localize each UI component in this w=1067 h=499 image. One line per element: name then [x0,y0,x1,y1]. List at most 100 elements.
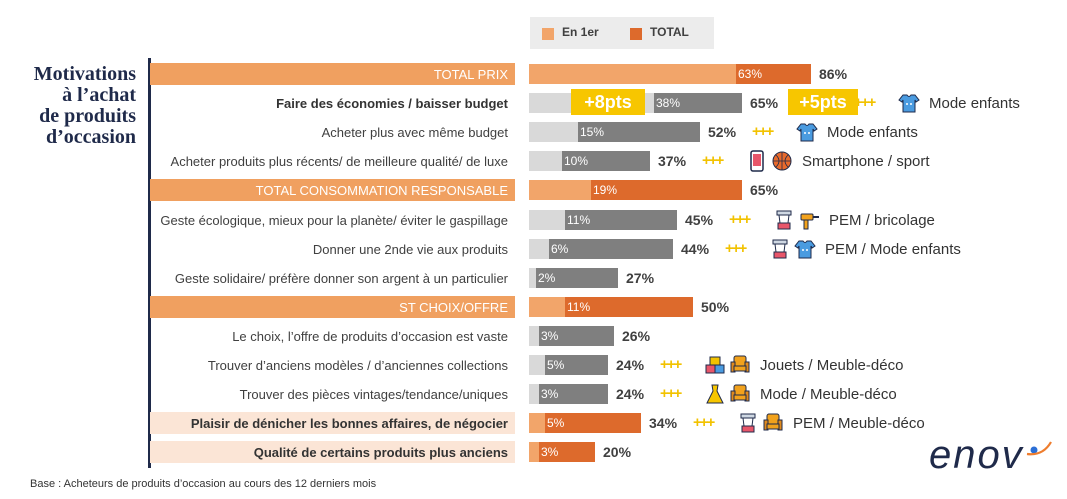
bar-first [529,122,578,142]
legend-label-first: En 1er [562,25,599,39]
bar-total [529,297,693,317]
armchair-icon [729,354,751,376]
bar-label-first: 15% [580,125,605,139]
bar-label-first: 5% [547,416,565,430]
bar-first [529,384,539,404]
title-divider [148,58,151,468]
bar-total [529,326,614,346]
title-line: d’occasion [46,126,136,148]
highlight-band [150,412,515,434]
annotation-text: PEM / bricolage [829,212,935,229]
section-header-band [150,179,515,201]
bar-label-first: 38% [656,96,681,110]
annotation-text: Jouets / Meuble-déco [760,357,904,374]
plus-signs: +++ [660,385,682,402]
legend-swatch-first [542,28,554,40]
legend: En 1er TOTAL [530,17,714,49]
bar-total [529,268,618,288]
title-line: de produits [39,105,136,127]
logo-swoosh [1026,441,1052,456]
category-label: Geste solidaire/ préfère donner son arge… [174,271,508,286]
bar-first [529,268,536,288]
annotation-text: Smartphone / sport [802,153,930,170]
bar-first [529,151,562,171]
bar-label-first: 3% [541,387,559,401]
logo-dot [1030,446,1038,454]
plus-signs: +++ [693,414,715,431]
base-note: Base : Acheteurs de produits d’occasion … [30,478,377,490]
bar-total [529,442,595,462]
category-label: Acheter plus avec même budget [321,125,508,140]
bar-label-total: 65% [750,182,779,198]
bar-total [529,210,677,230]
bar-label-first: 6% [551,242,569,256]
bar-first [529,239,549,259]
section-label: TOTAL PRIX [433,67,508,82]
bar-label-first: 10% [564,154,589,168]
bar-label-first: 63% [738,67,763,81]
category-label: Qualité de certains produits plus ancien… [253,445,508,460]
bar-first [529,326,539,346]
bar-first [529,180,591,200]
annotation-text: Mode / Meuble-déco [760,386,897,403]
baby-clothes-icon [794,238,816,260]
plus-signs: +++ [725,240,747,257]
bar-first [529,355,545,375]
kitchen-robot-icon [737,412,759,434]
bar-first [529,442,539,462]
bar-label-first: 19% [593,183,618,197]
bar-label-total: 24% [616,357,645,373]
title-line: Motivations [33,63,136,85]
bar-label-total: 44% [681,241,710,257]
category-label: Le choix, l’offre de produits d’occasion… [232,329,508,344]
category-label: Trouver des pièces vintages/tendance/uni… [239,387,508,402]
section-header-band [150,63,515,85]
bar-label-total: 52% [708,124,737,140]
annotation-text: PEM / Meuble-déco [793,415,925,432]
bar-label-first: 11% [567,300,591,314]
bar-label-first: 3% [541,445,559,459]
smartphone-icon [746,150,768,172]
bar-label-total: 37% [658,153,687,169]
highlight-band [150,441,515,463]
plus-signs: +++ [729,211,751,228]
kitchen-robot-icon [769,238,791,260]
category-label: Plaisir de dénicher les bonnes affaires,… [190,416,508,431]
bar-total [529,413,641,433]
bar-first [529,64,736,84]
pts-badge-total: +5pts [788,89,858,115]
category-label: Trouver d’anciens modèles / d’anciennes … [207,358,508,373]
bar-total [529,355,608,375]
bar-label-first: 3% [541,329,559,343]
bar-label-total: 34% [649,415,678,431]
basketball-icon [771,150,793,172]
annotation-text: Mode enfants [827,124,918,141]
pts-badge-first: +8pts [571,89,645,115]
bar-first [529,210,565,230]
bar-label-first: 2% [538,271,556,285]
legend-label-total: TOTAL [650,25,689,39]
section-header-band [150,296,515,318]
logo-text: enov [929,434,1024,477]
baby-clothes-icon [796,121,818,143]
armchair-icon [729,383,751,405]
bar-label-total: 26% [622,328,651,344]
enov-logo: enov [929,434,1052,477]
category-label: Faire des économies / baisser budget [276,96,508,111]
dress-icon [704,383,726,405]
bar-total [529,239,673,259]
bar-first [529,413,545,433]
armchair-icon [762,412,784,434]
plus-signs: +++ [752,123,774,140]
bar-label-total: 27% [626,270,655,286]
chart-title: Motivations à l’achat de produits d’occa… [14,64,136,148]
title-line: à l’achat [62,84,136,106]
bar-label-total: 50% [701,299,730,315]
bar-label-total: 24% [616,386,645,402]
bar-label-total: 86% [819,66,848,82]
category-label: Donner une 2nde vie aux produits [312,242,508,257]
drill-icon [798,209,820,231]
bar-label-total: 20% [603,444,632,460]
section-label: ST CHOIX/OFFRE [399,300,508,315]
